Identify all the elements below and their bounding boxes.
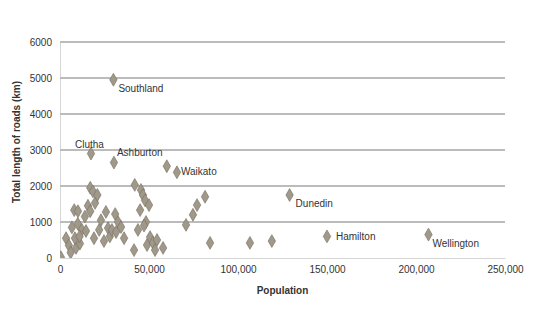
x-tick: 200,000: [398, 258, 435, 275]
y-tick-label: 3000: [30, 145, 53, 156]
y-tick: 3000: [30, 145, 60, 156]
point: [110, 156, 117, 169]
y-axis-line: [60, 43, 61, 259]
grid-line: [60, 186, 505, 187]
points: [60, 73, 432, 258]
x-tick-label: 50,000: [134, 264, 165, 275]
x-axis-title: Population: [257, 285, 309, 296]
point: [120, 232, 127, 245]
y-tick: 0: [46, 253, 60, 264]
y-tick: 2000: [30, 181, 60, 192]
annotation: Southland: [118, 83, 163, 94]
point: [153, 234, 160, 247]
annotation: Ashburton: [117, 147, 163, 158]
annotation: Waikato: [181, 166, 217, 177]
y-tick-label: 2000: [30, 181, 53, 192]
grid-line: [60, 78, 505, 79]
y-tick-label: 1000: [30, 217, 53, 228]
y-tick: 1000: [30, 217, 60, 228]
point: [136, 204, 143, 217]
point: [182, 218, 189, 231]
y-tick: 4000: [30, 109, 60, 120]
point: [97, 214, 104, 227]
point: [193, 199, 200, 212]
x-tick: 150,000: [309, 258, 346, 275]
point: [130, 244, 137, 257]
point: [94, 189, 101, 202]
y-tick-label: 5000: [30, 73, 53, 84]
x-tick-label: 250,000: [487, 264, 524, 275]
point: [90, 232, 97, 245]
y-axis-title: Total length of roads (km): [11, 81, 22, 203]
point: [74, 205, 81, 218]
point: [286, 189, 293, 202]
point: [102, 205, 109, 218]
plot: 0 50,000 100,000 150,000 200,000 250,000 0 1000…: [30, 37, 524, 275]
point: [117, 221, 124, 234]
grid: [60, 42, 505, 222]
point: [206, 236, 213, 249]
grid-line: [60, 42, 505, 43]
x-axis: 0 50,000 100,000 150,000 200,000 250,000: [58, 258, 524, 275]
x-tick-label: 0: [58, 264, 64, 275]
y-tick-label: 0: [46, 253, 52, 264]
x-tick-label: 100,000: [220, 264, 257, 275]
point: [87, 205, 94, 218]
x-tick: 100,000: [220, 258, 257, 275]
point: [140, 219, 147, 232]
x-tick-label: 200,000: [398, 264, 435, 275]
chart: 0 50,000 100,000 150,000 200,000 250,000 0 1000…: [0, 0, 548, 328]
annotation: Hamilton: [336, 231, 375, 242]
y-tick: 6000: [30, 37, 60, 48]
annotation: Clutha: [75, 139, 104, 150]
point: [189, 208, 196, 221]
x-tick: 250,000: [487, 258, 524, 275]
point: [201, 190, 208, 203]
point: [159, 241, 166, 254]
point: [163, 160, 170, 173]
y-tick: 5000: [30, 73, 60, 84]
point: [268, 235, 275, 248]
point: [173, 166, 180, 179]
point: [110, 73, 117, 86]
x-axis-line: [61, 258, 506, 259]
annotations: Southland Clutha Ashburton Waikato Dunedin Ha…: [75, 83, 479, 249]
x-tick-label: 150,000: [309, 264, 346, 275]
x-tick: 50,000: [134, 258, 165, 275]
grid-line: [60, 222, 505, 223]
annotation: Dunedin: [296, 198, 333, 209]
grid-line: [60, 114, 505, 115]
point: [323, 230, 330, 243]
annotation: Wellington: [432, 238, 479, 249]
x-tick: 0: [58, 258, 64, 275]
point: [246, 236, 253, 249]
point: [76, 230, 83, 243]
y-tick-label: 6000: [30, 37, 53, 48]
y-axis: 0 1000 2000 3000 4000 5000 6000: [30, 37, 61, 264]
point: [425, 228, 432, 241]
point: [82, 225, 89, 238]
point: [60, 251, 65, 258]
y-tick-label: 4000: [30, 109, 53, 120]
point: [145, 199, 152, 212]
